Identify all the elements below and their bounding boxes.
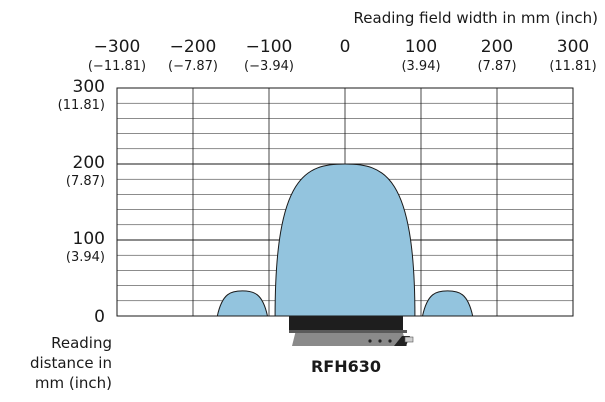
- y-tick-sublabel: (7.87): [66, 174, 105, 189]
- x-tick-labels: −300 (−11.81) −200 (−7.87) −100 (−3.94) 0 100 (3…: [88, 37, 597, 74]
- y-axis-label-line: distance in: [30, 354, 112, 372]
- device-led-2: [378, 339, 382, 343]
- x-tick-sublabel: (11.81): [549, 59, 596, 74]
- x-tick-sublabel: (−11.81): [88, 59, 146, 74]
- x-tick-sublabel: (7.87): [477, 59, 516, 74]
- device-body: [289, 316, 403, 330]
- x-tick-label: 100: [405, 37, 437, 57]
- y-tick-sublabel: (3.94): [66, 250, 105, 265]
- device-label: RFH630: [311, 357, 381, 376]
- y-tick-label: 300: [73, 77, 105, 97]
- reading-field: [216, 163, 474, 317]
- y-tick-sublabel: (11.81): [58, 98, 105, 113]
- x-tick-label: −300: [94, 37, 141, 57]
- x-tick-sublabel: (−7.87): [168, 59, 218, 74]
- device-edge: [289, 330, 407, 333]
- y-axis-label: Reading distance in mm (inch): [30, 334, 112, 392]
- x-tick-label: −100: [246, 37, 293, 57]
- y-tick-label: 0: [94, 307, 105, 327]
- x-tick-label: 300: [557, 37, 589, 57]
- x-tick-label: 200: [481, 37, 513, 57]
- device-plug: [404, 336, 414, 343]
- y-axis-label-line: Reading: [51, 334, 112, 352]
- x-tick-sublabel: (3.94): [401, 59, 440, 74]
- device-led-1: [368, 339, 372, 343]
- y-tick-label: 200: [73, 153, 105, 173]
- y-tick-labels: 300(11.81) 200(7.87) 100(3.94) 0: [58, 77, 105, 327]
- x-tick-sublabel: (−3.94): [244, 59, 294, 74]
- side-lobe-right: [421, 290, 474, 317]
- y-axis-label-line: mm (inch): [35, 374, 112, 392]
- y-tick-label: 100: [73, 229, 105, 249]
- main-lobe: [274, 163, 416, 317]
- rfh630-device: [289, 316, 414, 346]
- x-tick-label: −200: [170, 37, 217, 57]
- side-lobe-left: [216, 290, 269, 317]
- device-base: [292, 330, 407, 346]
- x-tick-label: 0: [340, 37, 351, 57]
- device-led-3: [388, 339, 392, 343]
- x-axis-label: Reading field width in mm (inch): [354, 9, 598, 27]
